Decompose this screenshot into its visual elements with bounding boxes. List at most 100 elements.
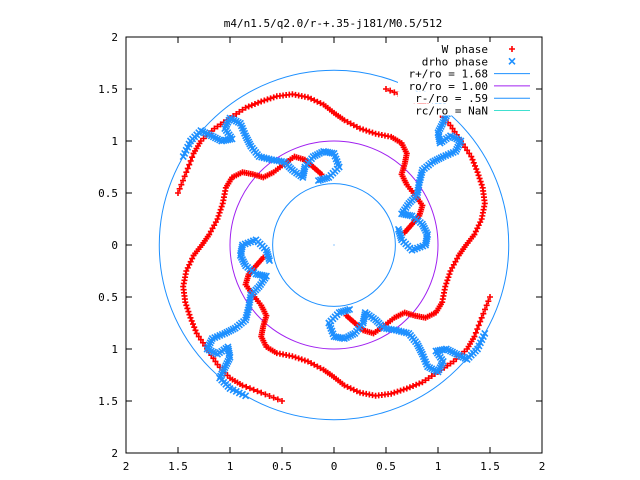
w-phase-point	[191, 324, 198, 331]
drho-phase-point	[300, 165, 309, 173]
w-phase-point	[255, 99, 262, 106]
w-phase-point	[341, 117, 348, 124]
w-phase-point	[452, 258, 459, 265]
w-phase-point	[193, 330, 200, 337]
w-phase-point	[239, 106, 246, 113]
w-phase-point	[189, 321, 196, 328]
w-phase-point	[245, 103, 252, 110]
w-phase-point	[175, 190, 181, 196]
w-phase-point	[187, 157, 194, 164]
radius-circles	[158, 69, 510, 421]
w-phase-point	[474, 225, 481, 232]
w-phase-point	[447, 122, 454, 129]
w-phase-point	[406, 384, 413, 391]
drho-phase-point	[316, 176, 325, 184]
w-phase-point	[369, 129, 376, 136]
data-points	[175, 86, 493, 404]
w-phase-point	[317, 100, 324, 107]
w-phase-point	[189, 154, 196, 161]
radius-circle	[272, 183, 396, 307]
w-phase-point	[466, 150, 473, 157]
w-phase-point	[455, 252, 462, 259]
w-phase-point	[425, 375, 432, 382]
w-phase-point	[183, 169, 190, 176]
legend-bg	[398, 91, 536, 104]
w-phase-point	[462, 144, 469, 151]
w-phase-point	[483, 302, 490, 309]
drho-phase-point	[314, 176, 322, 185]
radius-circle	[229, 140, 439, 350]
w-phase-point	[475, 322, 482, 329]
y-tick-label: 2	[111, 31, 118, 44]
w-phase-point	[187, 258, 194, 265]
w-phase-point	[447, 360, 454, 367]
w-phase-point	[267, 95, 274, 102]
w-phase-point	[474, 169, 481, 176]
w-phase-point	[301, 357, 308, 364]
w-phase-point	[251, 100, 258, 107]
w-phase-point	[478, 181, 485, 188]
w-phase-point	[262, 391, 269, 398]
w-phase-point	[353, 388, 360, 395]
w-phase-point	[250, 386, 257, 393]
w-phase-point	[261, 97, 268, 104]
w-phase-point	[305, 94, 311, 101]
w-phase-point	[391, 389, 398, 396]
w-phase-point	[292, 354, 299, 361]
w-phase-point	[311, 97, 318, 104]
w-phase-point	[410, 383, 417, 390]
w-phase-point	[444, 277, 451, 284]
w-phase-point	[184, 165, 191, 172]
x-tick-label: 1	[227, 460, 234, 473]
legend-label: rc/ro = NaN	[415, 105, 488, 118]
w-phase-point	[183, 268, 190, 274]
legend-label: drho phase	[422, 55, 488, 68]
w-phase-point	[246, 385, 253, 392]
drho-phase-point	[394, 225, 403, 233]
x-tick-label: 1.5	[480, 460, 500, 473]
w-phase-point	[258, 389, 265, 396]
origin-dot	[333, 244, 335, 246]
legend-sample	[509, 46, 515, 52]
legend-label: ro/ro = 1.00	[409, 80, 488, 93]
w-phase-point	[218, 203, 225, 210]
w-phase-point	[192, 327, 199, 334]
drho-phase-point	[265, 257, 274, 265]
w-phase-point	[350, 122, 357, 129]
x-tick-label: 2	[123, 460, 130, 473]
w-phase-point	[450, 261, 457, 268]
w-phase-point	[186, 161, 193, 168]
w-phase-point	[178, 181, 185, 188]
w-phase-point	[199, 339, 206, 346]
w-phase-point	[470, 159, 477, 166]
w-phase-point	[197, 336, 204, 343]
w-phase-point	[212, 219, 219, 226]
legend-label: W phase	[442, 43, 488, 56]
w-phase-point	[236, 108, 243, 115]
w-phase-point	[248, 102, 255, 109]
w-phase-point	[454, 255, 461, 262]
w-phase-point	[314, 98, 321, 105]
w-phase-point	[317, 365, 324, 372]
w-phase-point	[366, 128, 373, 135]
drho-phase-point	[265, 254, 273, 263]
w-phase-point	[308, 95, 315, 102]
w-phase-point	[254, 388, 261, 395]
w-phase-point	[360, 126, 367, 133]
legend-bg	[398, 78, 536, 91]
drho-phase-point	[359, 317, 368, 325]
w-phase-point	[400, 386, 407, 393]
w-phase-point	[469, 156, 476, 163]
x-tick-label: 0.5	[376, 460, 396, 473]
drho-phase-point	[346, 305, 354, 314]
w-phase-point	[214, 123, 221, 130]
w-phase-point	[478, 314, 485, 321]
w-phase-point	[350, 386, 357, 393]
w-phase-point	[295, 355, 302, 362]
w-phase-point	[305, 358, 311, 365]
w-phase-point	[391, 89, 398, 96]
w-phase-point	[449, 125, 456, 132]
x-tick-label: 1.5	[168, 460, 188, 473]
w-phase-point	[347, 385, 354, 392]
drho-phase-point	[343, 306, 352, 314]
